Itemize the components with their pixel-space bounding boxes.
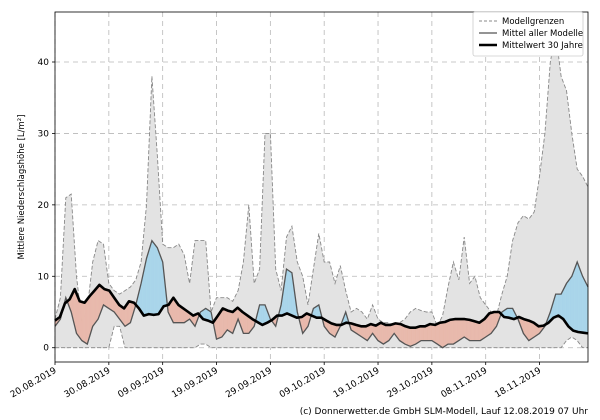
diff-segment: [413, 327, 415, 346]
plot-frame: [54, 11, 589, 363]
diff-segment: [455, 318, 458, 343]
diff-segment: [583, 278, 586, 334]
legend: Modellgrenzen Mittel aller Modelle Mitte…: [472, 11, 584, 57]
diff-segment: [567, 279, 570, 328]
diff-segment: [180, 305, 182, 323]
envelope-lower-line: [55, 325, 588, 349]
diff-segment: [471, 320, 474, 341]
model-envelope: [54, 33, 589, 349]
diff-segment: [409, 327, 411, 347]
diff-segment: [84, 300, 86, 344]
diff-segment: [88, 295, 90, 341]
diff-segment: [418, 326, 421, 343]
diff-segment: [152, 240, 154, 316]
diff-segment: [477, 321, 479, 341]
envelope-upper-line: [54, 33, 589, 328]
diff-segment: [423, 325, 426, 341]
diff-segment: [377, 323, 379, 342]
legend-box: [472, 11, 584, 57]
diff-segment: [365, 325, 368, 341]
diff-segment: [228, 310, 230, 332]
series-lines: [54, 239, 589, 349]
diff-segment: [205, 308, 208, 321]
diff-segment: [435, 323, 438, 345]
ytick-label-20: 20: [38, 201, 50, 211]
diff-segment: [402, 324, 405, 344]
ytick-label-30: 30: [38, 129, 50, 139]
series-line-mittel-aller-modelle: [54, 239, 589, 349]
diff-segment: [558, 293, 561, 318]
series-line-mittelwert-30-jahre: [54, 283, 589, 335]
xtick-label-3: 19.09.2019: [170, 366, 220, 401]
diff-segment: [574, 265, 577, 332]
legend-label-mittel-modelle: Mittel aller Modelle: [502, 29, 583, 39]
diff-segment: [361, 326, 364, 338]
diff-segment: [526, 319, 529, 341]
diff-segment: [105, 289, 108, 308]
legend-label-mittelwert-30: Mittelwert 30 Jahre: [502, 41, 583, 51]
diff-segment: [467, 319, 470, 341]
diff-segment: [439, 322, 442, 348]
legend-label-modellgrenzen: Modellgrenzen: [502, 17, 564, 27]
diff-segment: [579, 269, 582, 333]
ytick-label-40: 40: [38, 58, 50, 68]
diff-segment: [451, 319, 454, 345]
y-axis-ticks: 0 10 20 30 40: [38, 58, 55, 354]
diff-segment: [483, 317, 486, 339]
diff-segment: [430, 324, 433, 341]
credit-text: (c) Donnerwetter.de GmbH SLM-Modell, Lau…: [300, 407, 589, 417]
xtick-label-1: 30.08.2019: [63, 366, 113, 401]
diff-segment: [530, 321, 533, 340]
diff-segment: [94, 287, 97, 324]
xtick-label-9: 18.11.2019: [493, 366, 543, 401]
ytick-label-10: 10: [38, 272, 50, 282]
y-axis-label: Mittlere Niederschlagshöhe [L/m²]: [17, 115, 27, 260]
xtick-label-8: 08.11.2019: [440, 366, 490, 401]
diff-segment: [461, 318, 463, 340]
diff-segment: [386, 324, 389, 343]
xtick-label-0: 20.08.2019: [9, 366, 59, 401]
diff-segment: [78, 298, 81, 340]
xtick-label-2: 09.09.2019: [117, 366, 167, 401]
xtick-label-4: 29.09.2019: [224, 366, 274, 401]
ytick-label-0: 0: [43, 344, 49, 354]
diff-segment: [242, 311, 245, 334]
diff-segment: [446, 320, 449, 346]
diff-segment: [489, 312, 491, 335]
diff-segment: [563, 285, 566, 323]
diff-segment: [157, 248, 160, 315]
xtick-label-5: 09.10.2019: [278, 366, 328, 401]
xtick-label-6: 19.10.2019: [332, 366, 382, 401]
diff-segment: [148, 248, 150, 315]
xtick-label-7: 29.10.2019: [386, 366, 436, 401]
diff-segment: [381, 322, 383, 345]
x-axis-ticks: 20.08.2019 30.08.2019 09.09.2019 19.09.2019…: [9, 362, 543, 400]
diff-segment: [221, 307, 224, 338]
envelope-fill: [55, 33, 588, 348]
diff-segment: [290, 271, 293, 317]
